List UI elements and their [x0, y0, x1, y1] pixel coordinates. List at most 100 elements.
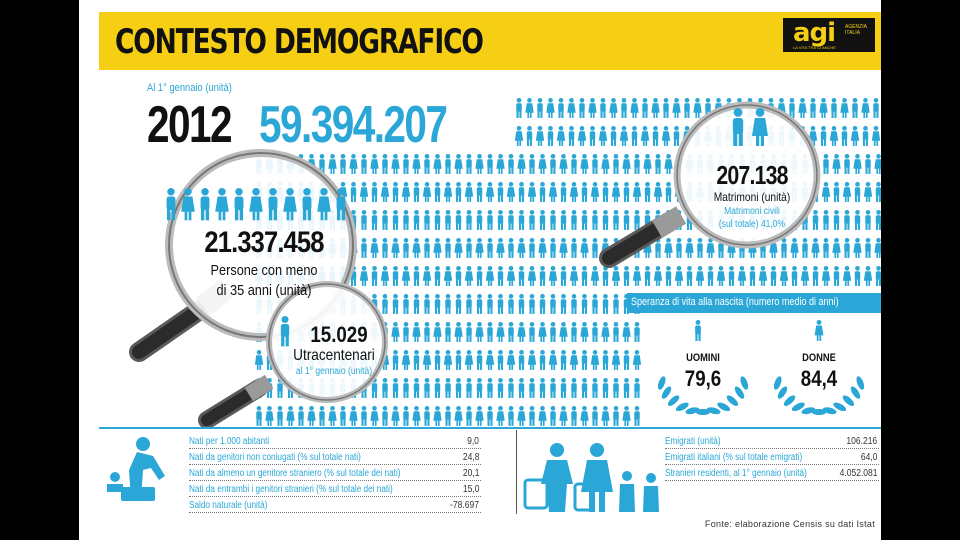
person-icon	[875, 210, 881, 230]
person-icon	[401, 266, 411, 286]
person-icon	[497, 350, 504, 370]
person-icon	[380, 182, 390, 202]
person-icon	[581, 182, 588, 202]
person-icon	[592, 210, 598, 230]
person-icon	[424, 238, 430, 258]
person-icon	[434, 210, 441, 230]
person-icon	[814, 320, 824, 341]
person-icon	[812, 210, 819, 230]
person-icon	[508, 378, 514, 398]
infographic-page: CONTESTO DEMOGRAFICO agi AGENZIA ITALIA …	[79, 0, 881, 540]
person-icon	[538, 406, 547, 426]
person-icon	[602, 378, 609, 398]
stat-value: 15,0	[462, 484, 479, 495]
person-icon	[581, 294, 588, 314]
person-icon	[412, 322, 421, 342]
person-icon	[392, 266, 399, 286]
person-icon	[539, 182, 546, 202]
person-icon	[852, 98, 858, 118]
table-row: Nati da entrambi i genitori stranieri (%…	[189, 484, 481, 497]
person-icon	[487, 238, 493, 258]
men-label: UOMINI	[686, 352, 720, 364]
person-icon	[871, 126, 881, 146]
person-icon	[434, 294, 441, 314]
person-icon	[525, 98, 534, 118]
person-icon	[476, 294, 483, 314]
person-icon	[728, 266, 735, 286]
person-icon	[485, 350, 495, 370]
person-icon	[496, 406, 505, 426]
person-icon	[592, 294, 598, 314]
person-icon	[865, 238, 871, 258]
person-icon	[539, 378, 546, 398]
table-row: Nati per 1.000 abitanti 9,0	[189, 436, 481, 449]
person-icon	[455, 294, 462, 314]
person-icon	[862, 126, 869, 146]
magnifier-icon	[198, 281, 388, 429]
person-icon	[600, 98, 606, 118]
person-icon	[455, 378, 462, 398]
person-icon	[550, 378, 556, 398]
person-icon	[695, 266, 705, 286]
person-icon	[832, 154, 841, 174]
person-icon	[539, 294, 546, 314]
person-icon	[592, 154, 598, 174]
person-icon	[550, 406, 556, 426]
under35-value: 21.337.458	[204, 226, 324, 259]
section-divider	[99, 427, 881, 429]
person-icon	[434, 266, 441, 286]
person-icon	[580, 406, 589, 426]
person-icon	[340, 406, 346, 426]
table-row: Stranieri residenti, al 1° gennaio (unit…	[665, 468, 879, 481]
person-icon	[454, 406, 463, 426]
person-icon	[865, 210, 871, 230]
person-icon	[821, 182, 831, 202]
person-icon	[758, 266, 768, 286]
life-expectancy-title: Speranza di vita alla nascita (numero me…	[631, 296, 839, 308]
stat-value: 64,0	[860, 452, 877, 463]
person-icon	[413, 350, 420, 370]
person-icon	[487, 322, 493, 342]
person-icon	[844, 154, 850, 174]
person-icon	[361, 154, 367, 174]
person-icon	[602, 266, 609, 286]
person-icon	[496, 238, 505, 258]
person-icon	[571, 238, 577, 258]
person-icon	[349, 406, 358, 426]
person-icon	[833, 210, 840, 230]
person-icon	[592, 322, 598, 342]
person-icon	[644, 266, 651, 286]
person-icon	[424, 378, 430, 398]
person-icon	[833, 182, 840, 202]
person-icon	[560, 210, 567, 230]
person-icon	[466, 154, 472, 174]
parent-child-icon	[107, 437, 165, 501]
person-icon	[464, 266, 474, 286]
stat-value: 106.216	[846, 436, 877, 447]
person-icon	[485, 182, 495, 202]
person-icon	[350, 182, 357, 202]
person-icon	[632, 182, 642, 202]
person-icon	[434, 378, 441, 398]
person-icon	[413, 210, 420, 230]
table-row: Emigrati italiani (% sul totale emigrati…	[665, 452, 879, 465]
person-icon	[445, 378, 451, 398]
person-icon	[664, 154, 673, 174]
person-icon	[673, 126, 680, 146]
table-row: Emigrati (unità) 106.216	[665, 436, 879, 449]
person-icon	[559, 154, 568, 174]
person-icon	[476, 210, 483, 230]
person-icon	[655, 154, 661, 174]
person-icon	[361, 210, 367, 230]
person-icon	[518, 182, 525, 202]
column-divider	[516, 430, 517, 514]
person-icon	[476, 266, 483, 286]
person-icon	[403, 154, 409, 174]
person-icon	[497, 294, 504, 314]
table-row: Nati da almeno un genitore straniero (% …	[189, 468, 481, 481]
table-row: Nati da genitori non coniugati (% sul to…	[189, 452, 481, 465]
person-icon	[466, 378, 472, 398]
person-icon	[810, 98, 816, 118]
person-icon	[382, 210, 388, 230]
person-icon	[875, 182, 881, 202]
